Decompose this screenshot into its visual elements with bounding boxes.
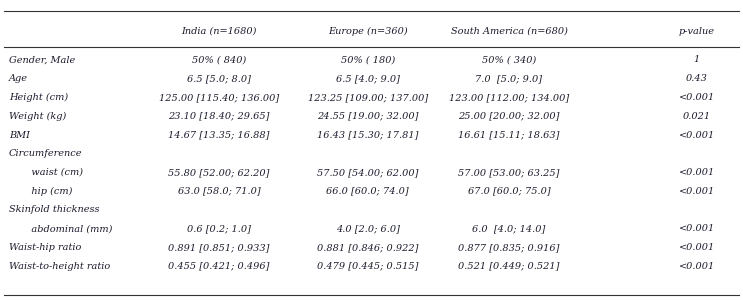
Text: 0.521 [0.449; 0.521]: 0.521 [0.449; 0.521] — [458, 262, 559, 271]
Text: 67.0 [60.0; 75.0]: 67.0 [60.0; 75.0] — [467, 187, 551, 196]
Text: 0.43: 0.43 — [686, 74, 708, 83]
Text: Skinfold thickness: Skinfold thickness — [9, 206, 100, 214]
Text: 0.891 [0.851; 0.933]: 0.891 [0.851; 0.933] — [169, 243, 270, 252]
Text: 0.455 [0.421; 0.496]: 0.455 [0.421; 0.496] — [169, 262, 270, 271]
Text: <0.001: <0.001 — [679, 93, 715, 102]
Text: 123.00 [112.00; 134.00]: 123.00 [112.00; 134.00] — [449, 93, 569, 102]
Text: 0.479 [0.445; 0.515]: 0.479 [0.445; 0.515] — [317, 262, 418, 271]
Text: 16.61 [15.11; 18.63]: 16.61 [15.11; 18.63] — [458, 130, 559, 140]
Text: 57.50 [54.00; 62.00]: 57.50 [54.00; 62.00] — [317, 168, 418, 177]
Text: <0.001: <0.001 — [679, 243, 715, 252]
Text: 123.25 [109.00; 137.00]: 123.25 [109.00; 137.00] — [308, 93, 428, 102]
Text: 16.43 [15.30; 17.81]: 16.43 [15.30; 17.81] — [317, 130, 418, 140]
Text: 6.5 [4.0; 9.0]: 6.5 [4.0; 9.0] — [336, 74, 400, 83]
Text: 50% ( 840): 50% ( 840) — [192, 56, 247, 64]
Text: 7.0  [5.0; 9.0]: 7.0 [5.0; 9.0] — [476, 74, 542, 83]
Text: 0.877 [0.835; 0.916]: 0.877 [0.835; 0.916] — [458, 243, 559, 252]
Text: <0.001: <0.001 — [679, 187, 715, 196]
Text: <0.001: <0.001 — [679, 262, 715, 271]
Text: 1: 1 — [694, 56, 700, 64]
Text: waist (cm): waist (cm) — [22, 168, 83, 177]
Text: 0.881 [0.846; 0.922]: 0.881 [0.846; 0.922] — [317, 243, 418, 252]
Text: 57.00 [53.00; 63.25]: 57.00 [53.00; 63.25] — [458, 168, 559, 177]
Text: <0.001: <0.001 — [679, 224, 715, 233]
Text: Waist-hip ratio: Waist-hip ratio — [9, 243, 81, 252]
Text: 0.021: 0.021 — [683, 112, 711, 121]
Text: 14.67 [13.35; 16.88]: 14.67 [13.35; 16.88] — [169, 130, 270, 140]
Text: p-value: p-value — [679, 27, 715, 36]
Text: 0.6 [0.2; 1.0]: 0.6 [0.2; 1.0] — [187, 224, 251, 233]
Text: <0.001: <0.001 — [679, 130, 715, 140]
Text: hip (cm): hip (cm) — [22, 187, 73, 196]
Text: BMI: BMI — [9, 130, 30, 140]
Text: abdominal (mm): abdominal (mm) — [22, 224, 113, 233]
Text: Age: Age — [9, 74, 28, 83]
Text: 4.0 [2.0; 6.0]: 4.0 [2.0; 6.0] — [336, 224, 400, 233]
Text: Weight (kg): Weight (kg) — [9, 112, 66, 121]
Text: <0.001: <0.001 — [679, 168, 715, 177]
Text: 63.0 [58.0; 71.0]: 63.0 [58.0; 71.0] — [178, 187, 261, 196]
Text: 125.00 [115.40; 136.00]: 125.00 [115.40; 136.00] — [159, 93, 279, 102]
Text: 66.0 [60.0; 74.0]: 66.0 [60.0; 74.0] — [326, 187, 409, 196]
Text: India (n=1680): India (n=1680) — [181, 27, 257, 36]
Text: 50% ( 340): 50% ( 340) — [481, 56, 536, 64]
Text: 23.10 [18.40; 29.65]: 23.10 [18.40; 29.65] — [169, 112, 270, 121]
Text: 6.0  [4.0; 14.0]: 6.0 [4.0; 14.0] — [473, 224, 545, 233]
Text: Circumference: Circumference — [9, 149, 82, 158]
Text: South America (n=680): South America (n=680) — [450, 27, 568, 36]
Text: 6.5 [5.0; 8.0]: 6.5 [5.0; 8.0] — [187, 74, 251, 83]
Text: Waist-to-height ratio: Waist-to-height ratio — [9, 262, 110, 271]
Text: Gender, Male: Gender, Male — [9, 56, 75, 64]
Text: 24.55 [19.00; 32.00]: 24.55 [19.00; 32.00] — [317, 112, 418, 121]
Text: 25.00 [20.00; 32.00]: 25.00 [20.00; 32.00] — [458, 112, 559, 121]
Text: Europe (n=360): Europe (n=360) — [328, 27, 408, 36]
Text: Height (cm): Height (cm) — [9, 93, 68, 102]
Text: 55.80 [52.00; 62.20]: 55.80 [52.00; 62.20] — [169, 168, 270, 177]
Text: 50% ( 180): 50% ( 180) — [340, 56, 395, 64]
